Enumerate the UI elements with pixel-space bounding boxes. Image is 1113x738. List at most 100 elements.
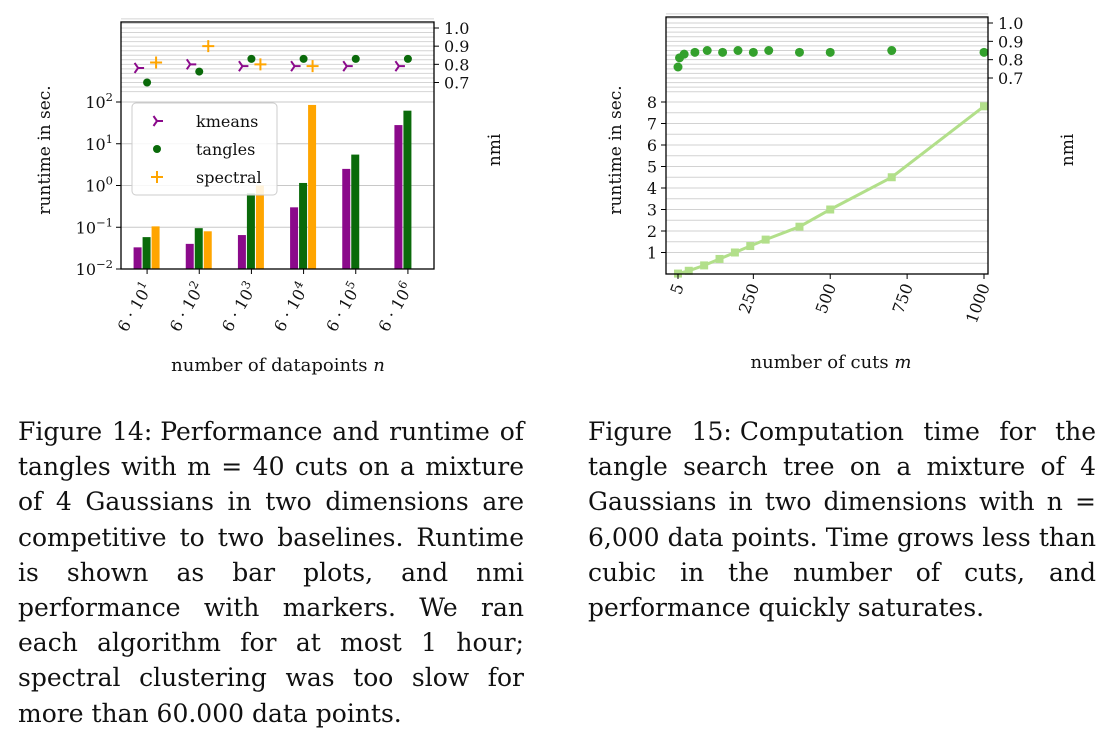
tangles-bar [351,154,360,269]
tangles-nmi-marker [195,67,204,76]
y-tick-label: 3 [647,201,657,220]
runtime-point [715,254,724,263]
y2-tick-label: 0.8 [444,55,469,74]
figure-14-caption: Figure 14: Performance and runtime of tan… [18,414,524,731]
runtime-point [795,222,804,231]
nmi-point [748,47,758,57]
tangles-bar [194,228,203,269]
legend-label-tangles: tangles [196,140,255,159]
tangles-nmi-marker [143,78,152,87]
x-tick-label-exp: 2 [186,278,202,291]
legend-marker-tangles [153,145,161,153]
nmi-point [718,47,728,57]
nmi-point [690,47,700,57]
y-tick-label: 10−1 [76,215,113,237]
runtime-point [730,248,739,257]
kmeans-nmi-marker [238,60,249,72]
y-axis-label: runtime in sec. [35,85,55,214]
y2-tick-label: 0.8 [998,51,1023,70]
y-tick-label: 7 [647,115,657,134]
y-axis-label: runtime in sec. [606,85,626,214]
x-axis-label: number of datapoints n [171,355,385,376]
x-axis-label-var: m [894,352,911,373]
nmi-markers [133,40,412,87]
tangles-nmi-marker [351,54,360,63]
x-tick-label: 750 [889,281,917,316]
x-tick-label: 500 [812,281,840,316]
x-axis-label-var: n [373,355,385,376]
runtime-point [761,235,770,244]
kmeans-bar [133,247,142,269]
y-tick-label: 10−2 [76,257,113,279]
y-tick-label: 6 [647,136,657,155]
y2-tick-label: 0.9 [444,37,469,56]
kmeans-bar [342,168,351,269]
kmeans-nmi-marker [290,60,301,72]
nmi-point [733,46,743,55]
tangles-bar [246,193,255,269]
y2-tick-label: 0.7 [444,74,469,93]
x-tick-label-exp: 5 [342,278,358,291]
kmeans-nmi-marker [394,60,405,72]
y2-tick-label: 0.9 [998,32,1023,51]
y2-tick-label: 0.7 [998,69,1023,88]
runtime-point [980,102,988,111]
kmeans-nmi-marker [342,60,353,72]
legend-box [131,102,278,196]
nmi-point [702,46,712,55]
bars [133,104,412,270]
y-tick-label-exp: −2 [96,257,113,271]
caption-text: Performance and runtime of tangles with … [18,417,524,728]
x-tick-label: 6 · 105 [320,278,366,335]
caption-label: Figure 14: [18,417,153,446]
runtime-series [674,102,988,278]
nmi-point [887,46,897,55]
legend-label-kmeans: kmeans [196,112,258,131]
y2-axis-label: nmi [1058,133,1078,166]
tangles-bar [403,110,412,269]
kmeans-bar [394,125,403,270]
y-tick-label: 102 [85,90,113,112]
spectral-nmi-marker [202,40,215,53]
figure-15-caption: Figure 15: Computation time for the tangl… [588,414,1096,625]
runtime-point [887,173,896,182]
plot-frame [120,21,435,270]
legend-label-spectral: spectral [196,168,262,187]
y-tick-label: 101 [85,132,113,154]
nmi-point [794,47,804,57]
y-tick-label-exp: 2 [106,90,113,104]
spectral-nmi-marker [254,58,267,71]
y-tick-label: 2 [647,222,657,241]
y-tick-label-exp: −1 [96,215,113,229]
x-axis-label: number of cuts m [751,352,912,373]
y2-axis-ticks: 0.70.80.91.0 [988,14,1023,88]
nmi-series [673,46,989,72]
x-tick-label-exp: 1 [134,278,150,291]
nmi-point [673,62,683,72]
spectral-nmi-marker [306,60,319,73]
y-tick-label: 1 [647,244,657,263]
y-tick-label-exp: 1 [106,132,113,146]
runtime-line [677,105,985,276]
tangles-nmi-marker [247,54,256,63]
caption-text: Computation time for the tangle search t… [588,417,1097,623]
x-tick-label-exp: 3 [238,278,254,291]
spectral-bar [151,226,160,269]
tangles-bar [142,237,151,269]
spectral-bar [203,231,212,269]
runtime-point [746,242,755,251]
tangles-nmi-marker [403,54,412,63]
kmeans-bar [237,235,246,269]
y-tick-label: 5 [647,158,657,177]
x-tick-label: 6 · 106 [372,278,418,335]
x-tick-label: 6 · 102 [163,278,209,335]
x-tick-label: 250 [735,281,763,316]
x-tick-label: 6 · 103 [215,278,261,335]
spectral-bar [308,104,317,269]
caption-label: Figure 15: [588,417,732,446]
runtime-point [700,261,709,270]
nmi-point [764,46,774,55]
figure-15-chart: 1 2 3 4 5 6 7 8 0.70.80.91.0 5 250 500 750 1000 run… [606,13,1078,373]
